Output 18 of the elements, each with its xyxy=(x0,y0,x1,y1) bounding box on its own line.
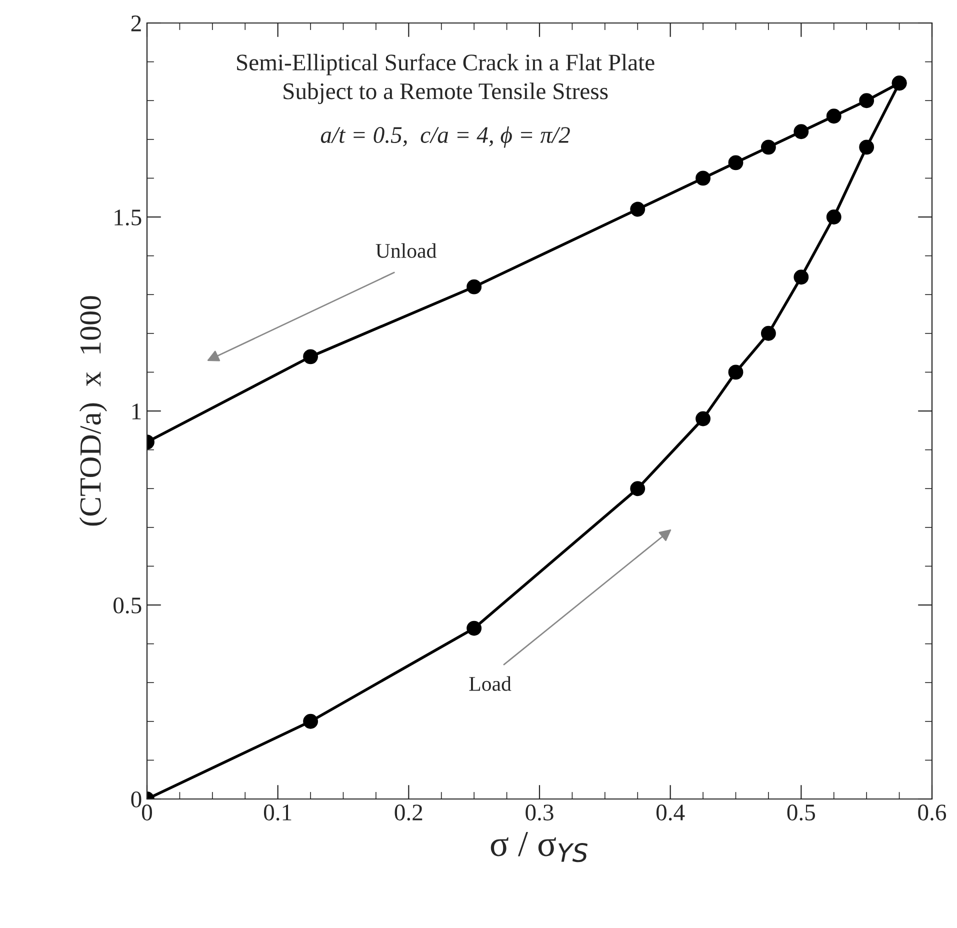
x-tick-label: 0.6 xyxy=(918,804,946,821)
annotation: Unload xyxy=(376,243,436,258)
y-tick-label: 1 xyxy=(132,404,141,420)
annotation: Load xyxy=(469,676,512,691)
x-tick-label: 0.1 xyxy=(264,804,292,821)
text: a/t = 0.5, c/a = 4, ϕ = π/2 xyxy=(320,126,570,148)
x-tick-label: 0 xyxy=(142,804,152,820)
y-axis-title: (CTOD/a) x 1000 xyxy=(79,296,108,526)
y-tick-label: 0 xyxy=(131,791,142,808)
x-tick-label: 0.2 xyxy=(394,804,422,821)
y-tick-label: 1.5 xyxy=(114,210,142,226)
x-tick-label: 0.4 xyxy=(656,804,685,821)
y-tick-label: 0.5 xyxy=(114,597,142,614)
text: Semi-Elliptical Surface Crack in a Flat Plate Subject to a Remote Tensile Stress xyxy=(237,54,654,104)
x-tick-label: 0.3 xyxy=(526,804,554,821)
y-tick-label: 2 xyxy=(131,16,141,32)
x-tick-label: 0.5 xyxy=(787,804,815,821)
x-axis-title: σ / σ$_{YS}$ xyxy=(490,832,588,862)
